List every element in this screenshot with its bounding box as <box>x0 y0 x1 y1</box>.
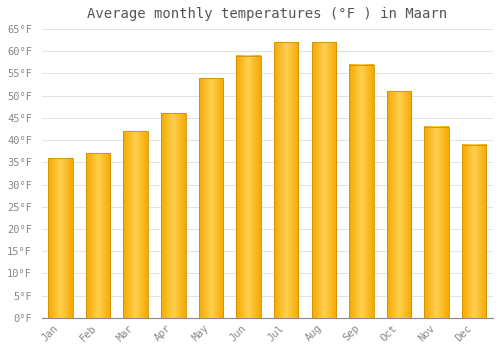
Bar <box>424 127 449 318</box>
Bar <box>387 91 411 318</box>
Bar <box>349 65 374 318</box>
Bar <box>462 145 486 318</box>
Bar <box>48 158 72 318</box>
Bar <box>274 42 298 318</box>
Bar <box>86 153 110 318</box>
Bar <box>124 131 148 318</box>
Title: Average monthly temperatures (°F ) in Maarn: Average monthly temperatures (°F ) in Ma… <box>88 7 448 21</box>
Bar <box>236 56 261 318</box>
Bar <box>198 78 223 318</box>
Bar <box>312 42 336 318</box>
Bar <box>161 113 186 318</box>
